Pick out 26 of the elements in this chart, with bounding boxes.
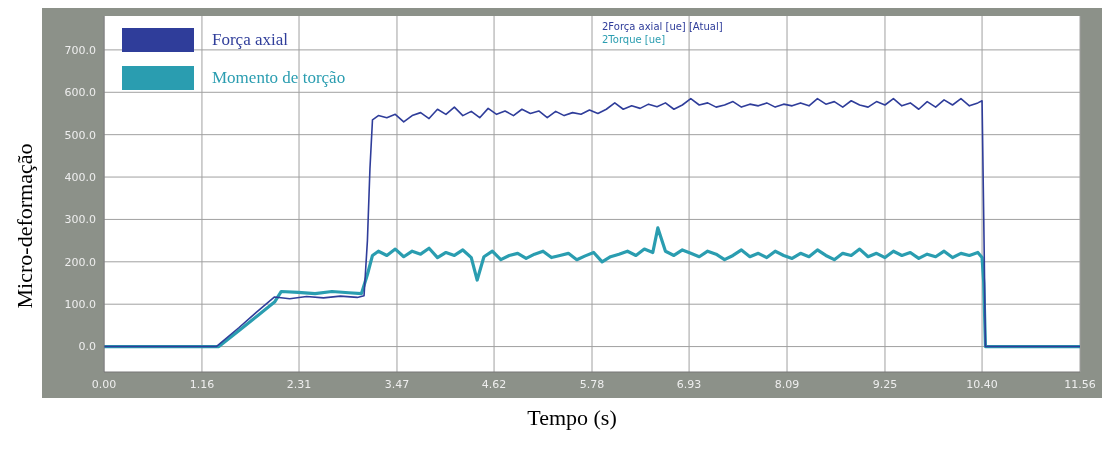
y-tick-label: 300.0: [64, 213, 96, 227]
x-tick-label: 8.09: [774, 377, 800, 391]
legend-label: Momento de torção: [212, 68, 346, 88]
y-tick-label: 600.0: [64, 86, 96, 100]
legend-label: Força axial: [212, 30, 288, 50]
y-tick-label: 200.0: [64, 255, 96, 269]
x-tick-label: 10.40: [966, 377, 998, 391]
y-tick-label: 0.0: [78, 340, 96, 354]
x-tick-label: 0.00: [91, 377, 117, 391]
x-axis-title: Tempo (s): [526, 404, 618, 432]
y-tick-label: 400.0: [64, 170, 96, 184]
x-tick-label: 11.56: [1064, 377, 1096, 391]
y-tick-label: 700.0: [64, 43, 96, 57]
x-tick-label: 5.78: [579, 377, 605, 391]
x-tick-label: 2.31: [286, 377, 312, 391]
y-tick-label: 500.0: [64, 128, 96, 142]
annotation: 2Torque [ue]: [602, 33, 667, 46]
x-tick-label: 9.25: [872, 377, 898, 391]
y-axis-title: Micro-deformação: [12, 143, 38, 309]
x-tick-label: 4.62: [481, 377, 507, 391]
x-tick-label: 1.16: [189, 377, 215, 391]
line-series: [104, 97, 1080, 348]
annotation: 2Força axial [ue] [Atual]: [602, 20, 723, 33]
x-tick-label: 3.47: [384, 377, 410, 391]
y-tick-label: 100.0: [64, 298, 96, 312]
x-tick-label: 6.93: [676, 377, 702, 391]
